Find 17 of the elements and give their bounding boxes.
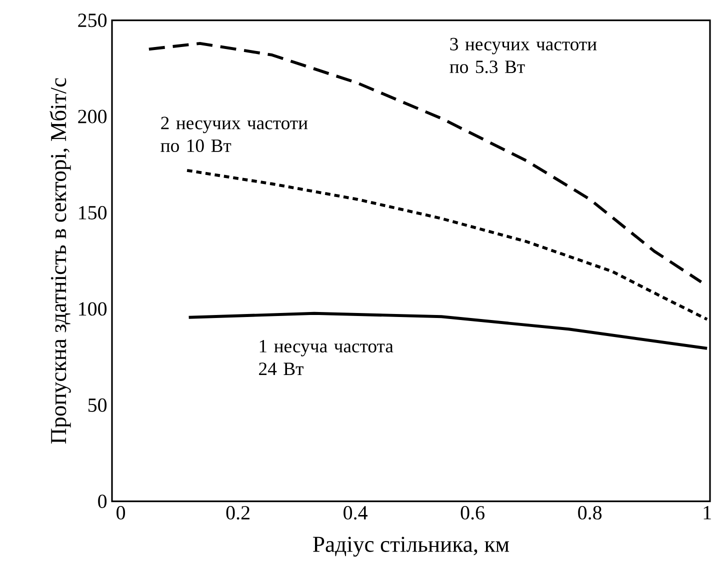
y-tick-label: 0 xyxy=(98,494,107,508)
y-tick-label: 100 xyxy=(79,302,107,316)
x-tick-label: 0.2 xyxy=(226,506,250,520)
x-tick-label: 0.6 xyxy=(460,506,484,520)
y-tick-label: 150 xyxy=(79,206,107,220)
x-tick-label: 0.8 xyxy=(578,506,602,520)
series-label: 2 несучих частоти по 10 Вт xyxy=(160,116,308,152)
y-axis-title: Пропускна здатність в секторі, Мбіт/с xyxy=(50,78,71,444)
y-tick-label: 50 xyxy=(88,398,107,412)
text: 3 несучих частоти по 5.3 Вт xyxy=(450,38,597,74)
series-label: 1 несуча частота 24 Вт xyxy=(259,340,394,376)
y-tick-label: 200 xyxy=(78,110,107,124)
y-tick-label: 250 xyxy=(78,14,107,28)
x-axis-title: Радіус стільника, км xyxy=(313,536,510,557)
x-tick-label: 1 xyxy=(704,506,711,520)
x-tick-label: 0 xyxy=(116,506,126,520)
x-tick-label: 0.4 xyxy=(344,506,368,520)
